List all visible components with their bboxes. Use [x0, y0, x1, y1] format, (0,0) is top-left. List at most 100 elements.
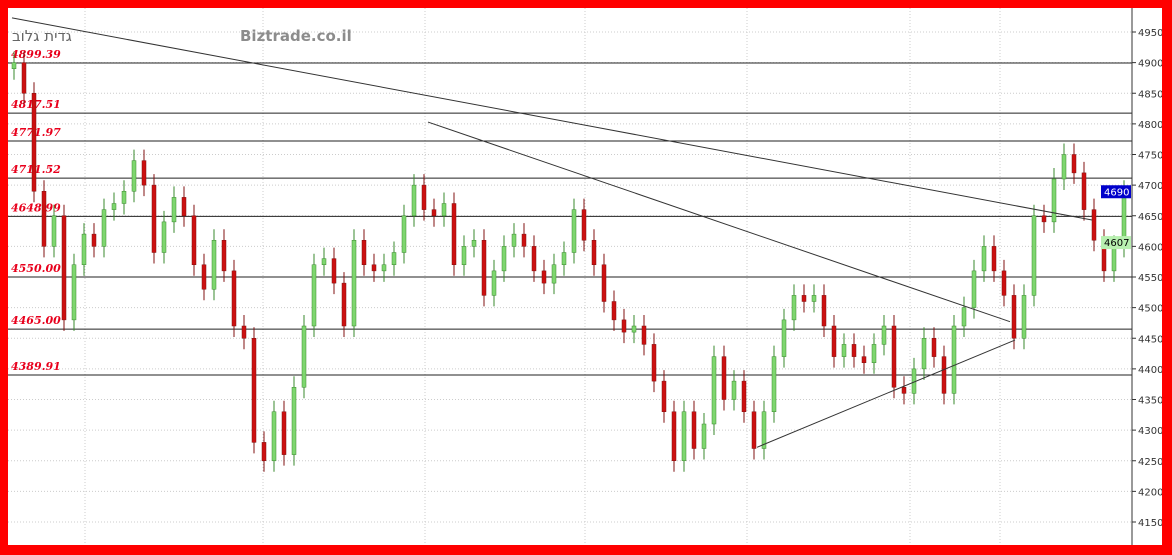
candle-body: [1011, 295, 1017, 339]
candle: [821, 284, 827, 338]
candle-body: [501, 246, 507, 272]
candle-body: [871, 344, 877, 363]
candle-body: [151, 184, 157, 253]
candle: [931, 327, 937, 368]
candle: [741, 370, 747, 423]
candle: [981, 235, 987, 282]
candle: [801, 284, 807, 313]
candle: [691, 400, 697, 460]
candle: [541, 259, 547, 295]
candle-body: [401, 215, 407, 253]
candle: [761, 400, 767, 460]
candle-body: [351, 240, 357, 327]
candle-body: [721, 356, 727, 400]
candle: [261, 431, 267, 472]
candle-body: [101, 209, 107, 247]
candle: [1091, 198, 1097, 252]
candle: [171, 186, 177, 233]
candle-body: [421, 184, 427, 210]
candle-body: [661, 380, 667, 412]
candle-body: [761, 411, 767, 449]
candle-body: [191, 215, 197, 265]
candle-body: [491, 270, 497, 296]
candle: [291, 376, 297, 466]
candle-body: [471, 240, 477, 247]
y-tick-label: 4500: [1138, 304, 1162, 315]
level-label: 4389.91: [11, 360, 61, 373]
candle-body: [171, 197, 177, 223]
candle-body: [201, 264, 207, 290]
candle-body: [861, 356, 867, 363]
candle: [471, 229, 477, 258]
candle: [841, 333, 847, 368]
candle: [141, 149, 147, 197]
y-tick-label: 4650: [1138, 212, 1162, 223]
y-tick-label: 4600: [1138, 242, 1162, 253]
trendline: [756, 339, 1016, 448]
candle-body: [61, 215, 67, 321]
candle-body: [411, 184, 417, 216]
candle: [851, 333, 857, 368]
candle: [451, 192, 457, 276]
candle: [681, 400, 687, 472]
candle: [461, 235, 467, 276]
candle: [481, 229, 487, 307]
candle: [81, 223, 87, 276]
candle: [731, 370, 737, 411]
candle: [611, 290, 617, 331]
y-tick-label: 4350: [1138, 396, 1162, 407]
candle: [671, 400, 677, 472]
candle-body: [581, 209, 587, 241]
candle: [61, 204, 67, 331]
candle-body: [331, 258, 337, 284]
candle-body: [951, 325, 957, 394]
candle: [771, 345, 777, 423]
level-label: 4899.39: [11, 48, 61, 61]
candle-body: [631, 325, 637, 333]
candle-body: [441, 203, 447, 216]
candle: [31, 82, 37, 203]
candle: [1061, 143, 1067, 191]
candle-body: [91, 233, 97, 247]
level-label: 4648.99: [11, 201, 61, 214]
candle-body: [831, 325, 837, 357]
y-tick-label: 4300: [1138, 426, 1162, 437]
candle-body: [221, 240, 227, 272]
candle-body: [361, 240, 367, 265]
candle-body: [771, 356, 777, 412]
candle: [891, 314, 897, 399]
candle-body: [981, 246, 987, 272]
candle: [751, 400, 757, 460]
candle-body: [1091, 209, 1097, 241]
candle: [811, 284, 817, 313]
candle-body: [1041, 215, 1047, 223]
candle: [561, 241, 567, 276]
y-tick-label: 4900: [1138, 59, 1162, 70]
price-marker: 4690: [1101, 185, 1131, 199]
level-label: 4465.00: [11, 314, 61, 327]
candle-body: [431, 209, 437, 216]
candle: [551, 253, 557, 295]
y-tick-label: 4550: [1138, 273, 1162, 284]
candle-body: [311, 264, 317, 327]
candle-body: [941, 356, 947, 394]
candle-body: [751, 411, 757, 449]
candle: [131, 149, 137, 203]
candle: [421, 174, 427, 221]
candle: [381, 253, 387, 282]
candle: [411, 174, 417, 227]
candle-body: [821, 295, 827, 327]
candle: [1021, 284, 1027, 350]
price-marker-bg: [1101, 185, 1131, 199]
candle: [271, 400, 277, 472]
candle-body: [461, 246, 467, 265]
candle: [1031, 204, 1037, 307]
candle-body: [211, 240, 217, 290]
candle-body: [141, 160, 147, 186]
candle-body: [271, 411, 277, 461]
candle: [621, 308, 627, 344]
y-tick-label: 4750: [1138, 151, 1162, 162]
y-tick-label: 4150: [1138, 518, 1162, 529]
candle-body: [651, 344, 657, 382]
candle-body: [681, 411, 687, 461]
